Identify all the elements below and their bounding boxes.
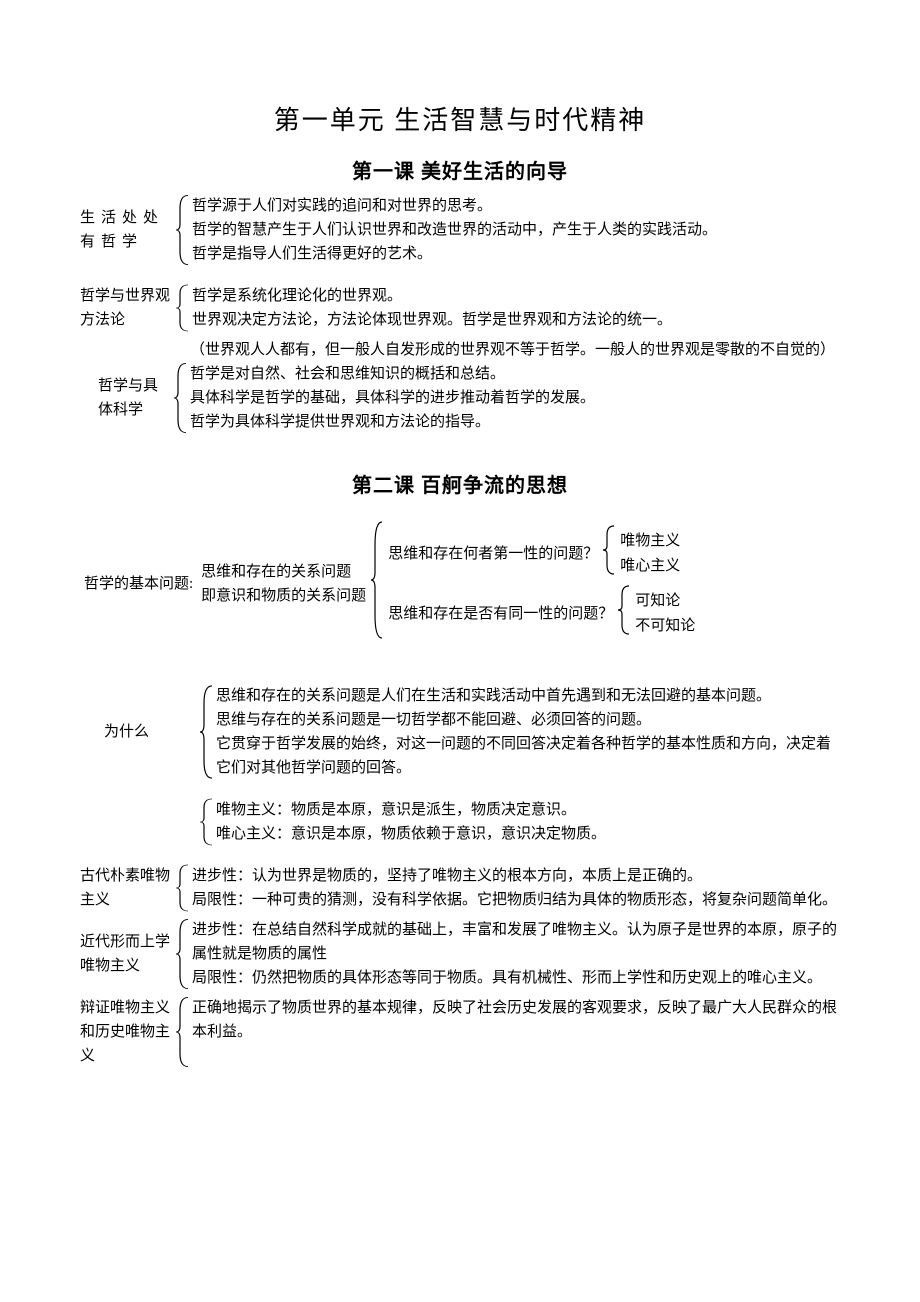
brace-icon — [174, 284, 190, 332]
brace-icon — [174, 194, 190, 266]
text-line: 正确地揭示了物质世界的基本规律，反映了社会历史发展的客观要求，反映了最广大人民群… — [192, 996, 840, 1044]
text-line: 唯物主义：物质是本原，意识是派生，物质决定意识。 — [216, 798, 840, 822]
text-line: 世界观决定方法论，方法论体现世界观。哲学是世界观和方法论的统一。 — [192, 308, 840, 332]
block-label: 哲学与具体科学 — [80, 362, 172, 434]
lesson2-basic-question-tree: 哲学的基本问题: 思维和存在的关系问题 即意识和物质的关系问题 思维和存在何者第… — [80, 520, 840, 648]
lesson1-block2: 哲学与世界观方法论 哲学是系统化理论化的世界观。 世界观决定方法论，方法论体现世… — [80, 284, 840, 332]
lesson2-title: 第二课 百舸争流的思想 — [80, 470, 840, 502]
block-label: 哲学与世界观方法论 — [80, 284, 174, 332]
tree-leaf: 唯心主义 — [616, 554, 684, 578]
lesson2-m3-block: 辩证唯物主义和历史唯物主义 正确地揭示了物质世界的基本规律，反映了社会历史发展的… — [80, 996, 840, 1068]
block-label: 生活处处有哲学 — [80, 194, 174, 266]
block-label: 古代朴素唯物主义 — [80, 864, 174, 912]
block-label-empty — [80, 798, 198, 846]
text-line: 局限性：一种可贵的猜测，没有科学依据。它把物质归结为具体的物质形态，将复杂问题简… — [192, 888, 840, 912]
tree-mid-label: 思维和存在的关系问题 — [197, 560, 370, 584]
tree-question: 思维和存在是否有同一性的问题？ — [384, 602, 617, 626]
brace-icon — [174, 864, 190, 912]
text-line: 哲学源于人们对实践的追问和对世界的思考。 — [192, 194, 840, 218]
brace-icon — [370, 520, 384, 648]
tree-mid-label: 即意识和物质的关系问题 — [197, 584, 370, 608]
unit-title: 第一单元 生活智慧与时代精神 — [80, 100, 840, 142]
block-label: 为什么 — [80, 684, 198, 780]
text-line: 思维与存在的关系问题是一切哲学都不能回避、必须回答的问题。 — [216, 708, 840, 732]
brace-icon — [174, 996, 190, 1068]
lesson2-m2-block: 近代形而上学唯物主义 进步性：在总结自然科学成就的基础上，丰富和发展了唯物主义。… — [80, 918, 840, 990]
text-line: 具体科学是哲学的基础，具体科学的进步推动着哲学的发展。 — [190, 386, 840, 410]
lesson2-m1-block: 古代朴素唯物主义 进步性：认为世界是物质的，坚持了唯物主义的根本方向，本质上是正… — [80, 864, 840, 912]
lesson2-defs-block: 唯物主义：物质是本原，意识是派生，物质决定意识。 唯心主义：意识是本原，物质依赖… — [80, 798, 840, 846]
tree-leaf: 可知论 — [631, 589, 699, 613]
text-line: 哲学是对自然、社会和思维知识的概括和总结。 — [190, 362, 840, 386]
lesson1-block1: 生活处处有哲学 哲学源于人们对实践的追问和对世界的思考。 哲学的智慧产生于人们认… — [80, 194, 840, 266]
brace-icon — [174, 918, 190, 990]
brace-icon — [602, 525, 616, 583]
text-line: 哲学为具体科学提供世界观和方法论的指导。 — [190, 410, 840, 434]
lesson1-block3: 哲学与具体科学 哲学是对自然、社会和思维知识的概括和总结。 具体科学是哲学的基础… — [80, 362, 840, 434]
brace-icon — [172, 362, 188, 434]
brace-icon — [198, 798, 214, 846]
document-page: 第一单元 生活智慧与时代精神 第一课 美好生活的向导 生活处处有哲学 哲学源于人… — [0, 0, 920, 1134]
text-line: 局限性：仍然把物质的具体形态等同于物质。具有机械性、形而上学性和历史观上的唯心主… — [192, 966, 840, 990]
tree-question: 思维和存在何者第一性的问题？ — [384, 542, 602, 566]
text-line: 唯心主义：意识是本原，物质依赖于意识，意识决定物质。 — [216, 822, 840, 846]
note-line: （世界观人人都有，但一般人自发形成的世界观不等于哲学。一般人的世界观是零散的不自… — [80, 338, 840, 362]
text-line: 哲学是系统化理论化的世界观。 — [192, 284, 840, 308]
tree-root-label: 哲学的基本问题: — [80, 572, 197, 596]
text-line: 思维和存在的关系问题是人们在生活和实践活动中首先遇到和无法回避的基本问题。 — [216, 684, 840, 708]
tree-leaf: 唯物主义 — [616, 529, 684, 553]
brace-icon — [198, 684, 214, 780]
text-line: 进步性：在总结自然科学成就的基础上，丰富和发展了唯物主义。认为原子是世界的本原，… — [192, 918, 840, 966]
brace-icon — [617, 585, 631, 643]
text-line: 哲学的智慧产生于人们认识世界和改造世界的活动中，产生于人类的实践活动。 — [192, 218, 840, 242]
text-line: 它贯穿于哲学发展的始终，对这一问题的不同回答决定着各种哲学的基本性质和方向，决定… — [216, 732, 840, 780]
text-line: 哲学是指导人们生活得更好的艺术。 — [192, 242, 840, 266]
text-line: 进步性：认为世界是物质的，坚持了唯物主义的根本方向，本质上是正确的。 — [192, 864, 840, 888]
tree-leaf: 不可知论 — [631, 614, 699, 638]
block-label: 辩证唯物主义和历史唯物主义 — [80, 996, 174, 1068]
lesson2-why-block: 为什么 思维和存在的关系问题是人们在生活和实践活动中首先遇到和无法回避的基本问题… — [80, 684, 840, 780]
block-label: 近代形而上学唯物主义 — [80, 918, 174, 990]
lesson1-title: 第一课 美好生活的向导 — [80, 156, 840, 188]
